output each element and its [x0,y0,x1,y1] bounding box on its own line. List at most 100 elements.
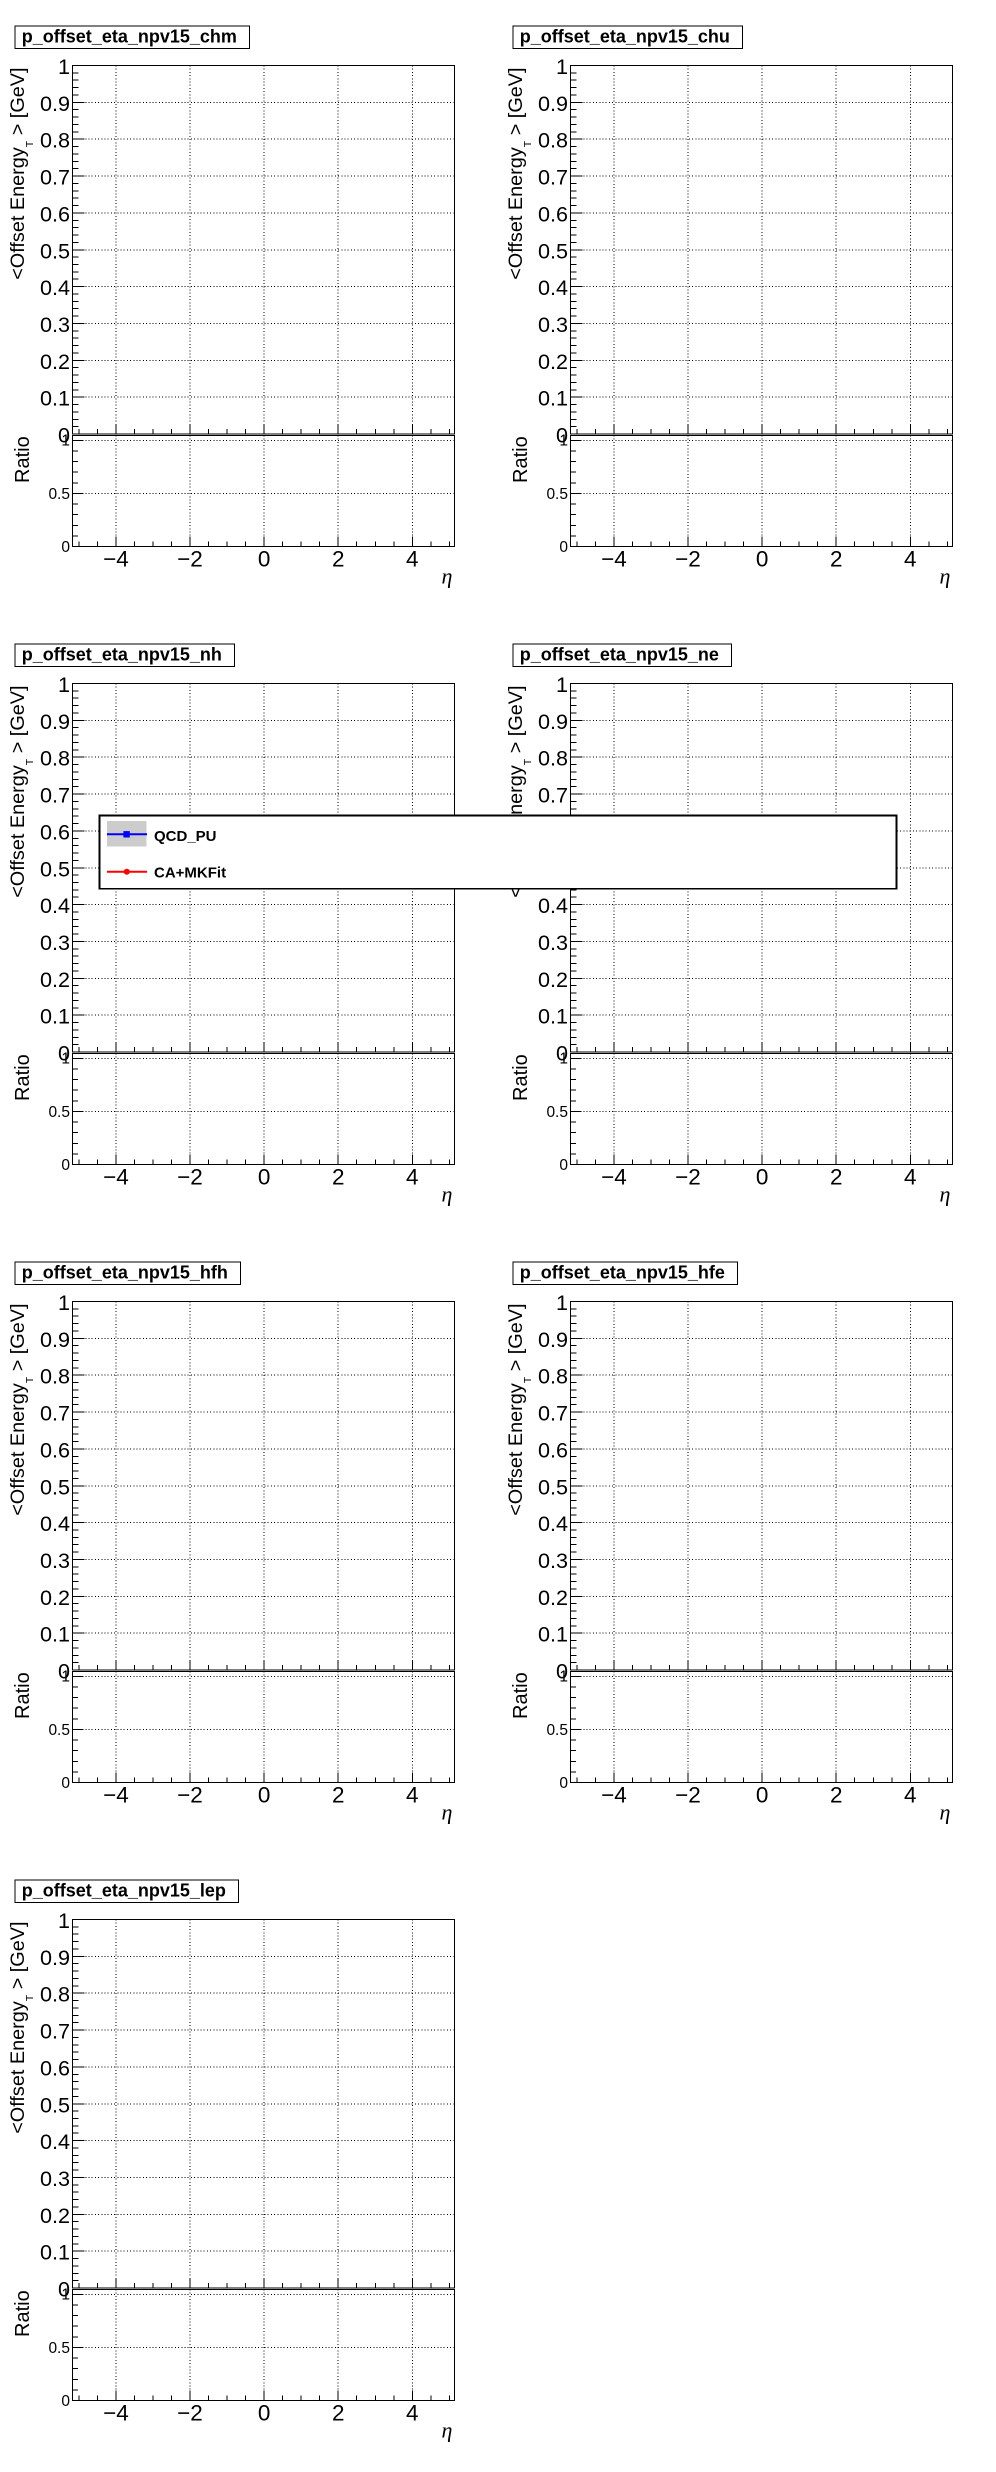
svg-text:0.1: 0.1 [40,1622,70,1647]
svg-text:0.7: 0.7 [538,165,568,190]
svg-text:0: 0 [258,2400,271,2425]
svg-text:4: 4 [904,1164,917,1189]
svg-text:Ratio: Ratio [510,1054,532,1101]
svg-text:−4: −4 [601,546,627,571]
svg-text:−4: −4 [601,1782,627,1807]
svg-text:1: 1 [61,1051,70,1068]
svg-text:1: 1 [559,433,568,450]
svg-text:0.8: 0.8 [40,746,70,771]
svg-text:0.3: 0.3 [40,2166,70,2191]
svg-text:0.3: 0.3 [538,930,568,955]
svg-text:−4: −4 [103,1164,129,1189]
svg-text:0: 0 [756,1164,769,1189]
svg-text:0: 0 [559,1775,568,1792]
svg-text:0.3: 0.3 [40,930,70,955]
svg-text:4: 4 [904,1782,917,1807]
svg-text:CA+MKFit: CA+MKFit [154,864,226,881]
svg-text:0.5: 0.5 [546,1104,568,1121]
svg-text:4: 4 [904,546,917,571]
svg-text:η: η [442,1181,453,1206]
svg-text:0.5: 0.5 [48,2340,70,2357]
svg-text:<Offset EnergyT > [GeV]: <Offset EnergyT > [GeV] [7,1921,36,2133]
svg-text:0.1: 0.1 [538,1004,568,1029]
svg-text:0.2: 0.2 [538,967,568,992]
svg-text:0.7: 0.7 [40,165,70,190]
svg-text:0: 0 [61,2393,70,2410]
svg-text:η: η [940,1799,951,1824]
svg-text:<Offset EnergyT > [GeV]: <Offset EnergyT > [GeV] [505,1303,534,1515]
svg-text:Ratio: Ratio [12,436,34,483]
svg-text:0.5: 0.5 [40,238,70,263]
svg-text:p_offset_eta_npv15_hfh: p_offset_eta_npv15_hfh [22,1263,228,1283]
svg-text:<Offset EnergyT > [GeV]: <Offset EnergyT > [GeV] [505,67,534,279]
svg-text:4: 4 [406,546,419,571]
svg-text:2: 2 [332,2400,345,2425]
svg-text:0.8: 0.8 [40,1364,70,1389]
svg-text:2: 2 [332,1164,345,1189]
svg-text:0.7: 0.7 [40,2019,70,2044]
svg-text:0: 0 [556,1659,568,1684]
svg-text:0.5: 0.5 [48,1104,70,1121]
svg-text:0.5: 0.5 [538,1474,568,1499]
svg-text:0.5: 0.5 [538,238,568,263]
svg-text:0.8: 0.8 [538,746,568,771]
svg-text:0.4: 0.4 [40,275,70,300]
svg-text:0.5: 0.5 [48,1722,70,1739]
svg-text:0.4: 0.4 [538,275,568,300]
svg-text:0: 0 [258,1782,271,1807]
svg-text:0.2: 0.2 [40,2203,70,2228]
svg-text:1: 1 [556,54,568,79]
svg-text:0.6: 0.6 [40,819,70,844]
svg-text:η: η [442,1799,453,1824]
svg-text:0.2: 0.2 [538,349,568,374]
svg-text:0.6: 0.6 [538,1437,568,1462]
svg-text:0.5: 0.5 [546,486,568,503]
svg-text:η: η [442,563,453,588]
svg-text:Ratio: Ratio [510,436,532,483]
svg-text:0.7: 0.7 [40,1401,70,1426]
svg-text:−2: −2 [177,1164,203,1189]
svg-text:0.4: 0.4 [538,893,568,918]
svg-text:−2: −2 [675,1782,701,1807]
svg-text:0.5: 0.5 [546,1722,568,1739]
svg-text:0.6: 0.6 [40,2055,70,2080]
svg-text:<Offset EnergyT > [GeV]: <Offset EnergyT > [GeV] [7,685,36,897]
svg-text:0.9: 0.9 [538,1327,568,1352]
svg-text:Ratio: Ratio [12,1672,34,1719]
svg-text:2: 2 [830,546,843,571]
svg-text:1: 1 [559,1051,568,1068]
svg-text:0: 0 [61,1775,70,1792]
svg-text:0.5: 0.5 [40,2092,70,2117]
svg-text:0: 0 [61,1157,70,1174]
svg-text:2: 2 [830,1782,843,1807]
svg-text:1: 1 [61,433,70,450]
svg-text:−2: −2 [675,1164,701,1189]
svg-text:0: 0 [58,1659,70,1684]
svg-text:1: 1 [556,672,568,697]
svg-text:0.5: 0.5 [40,1474,70,1499]
svg-text:0.1: 0.1 [40,1004,70,1029]
svg-text:0.3: 0.3 [40,1548,70,1573]
svg-text:2: 2 [332,546,345,571]
svg-text:p_offset_eta_npv15_hfe: p_offset_eta_npv15_hfe [520,1263,725,1283]
svg-text:2: 2 [332,1782,345,1807]
svg-text:0.8: 0.8 [40,128,70,153]
svg-text:1: 1 [58,1908,70,1933]
svg-text:0.9: 0.9 [40,1327,70,1352]
svg-text:−2: −2 [177,2400,203,2425]
svg-text:QCD_PU: QCD_PU [154,828,217,845]
svg-text:0.9: 0.9 [538,91,568,116]
svg-text:<Offset EnergyT > [GeV]: <Offset EnergyT > [GeV] [7,1303,36,1515]
svg-text:0.9: 0.9 [538,709,568,734]
svg-text:1: 1 [559,1669,568,1686]
svg-text:−4: −4 [601,1164,627,1189]
svg-text:0.4: 0.4 [538,1511,568,1536]
svg-text:0.7: 0.7 [538,1401,568,1426]
svg-text:0: 0 [58,2277,70,2302]
svg-text:0: 0 [756,546,769,571]
svg-text:0.9: 0.9 [40,91,70,116]
svg-text:4: 4 [406,1164,419,1189]
svg-text:0: 0 [556,423,568,448]
svg-text:0: 0 [258,546,271,571]
svg-text:−2: −2 [177,546,203,571]
